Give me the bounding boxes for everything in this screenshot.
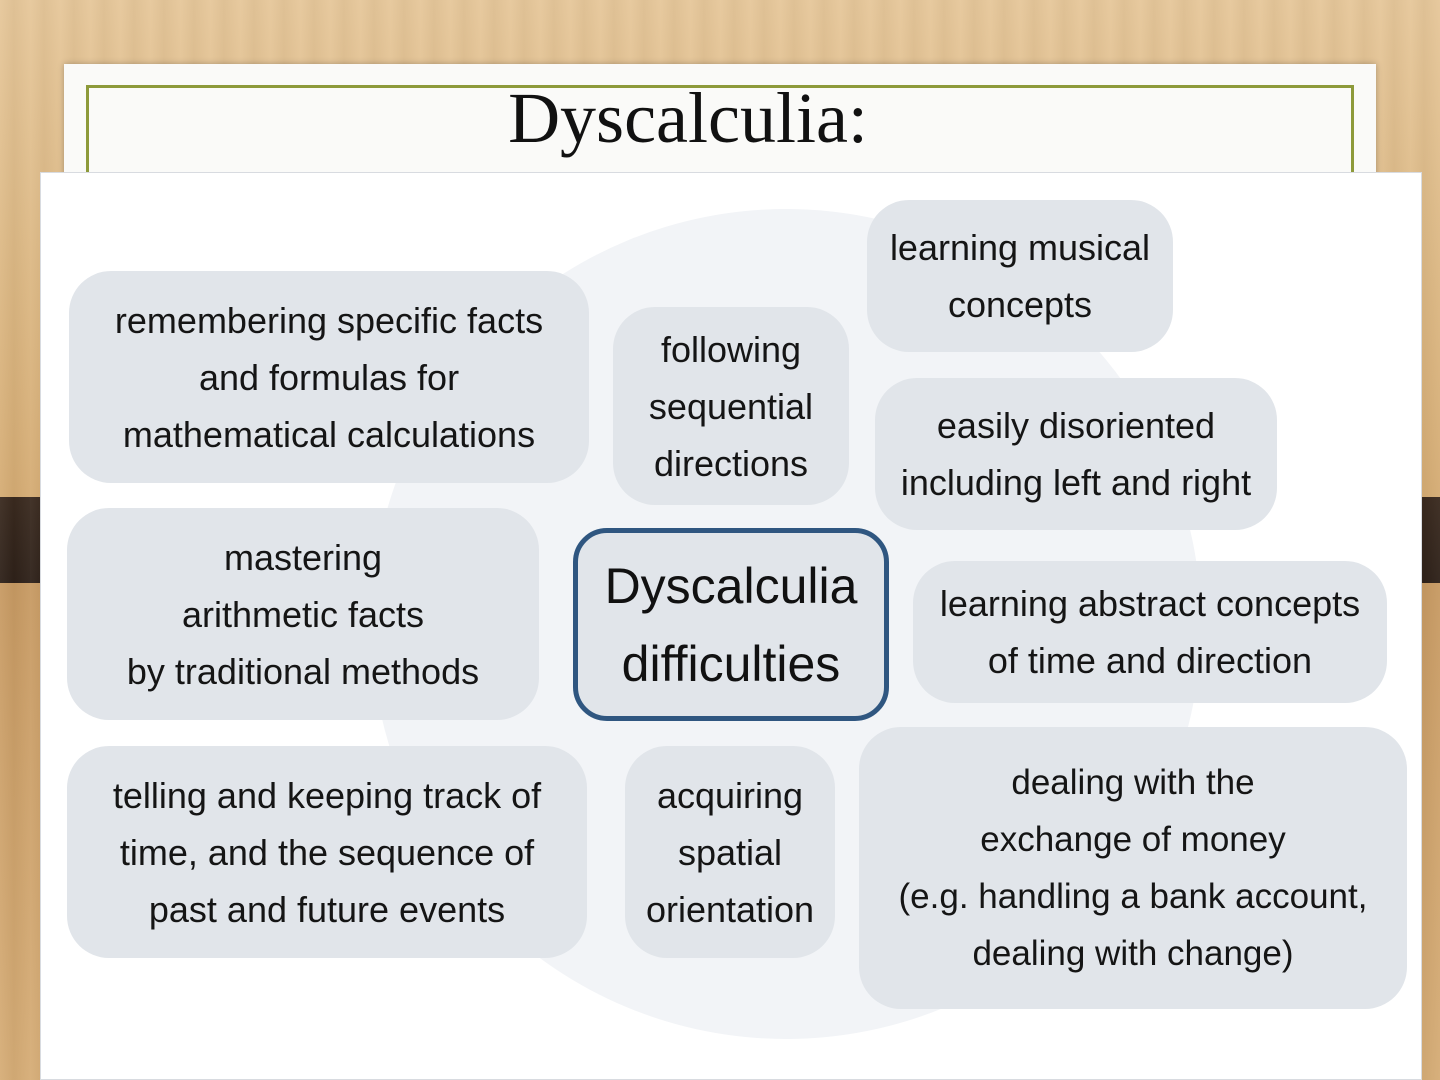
difficulties-diagram: remembering specific facts and formulas … [40, 172, 1422, 1080]
bubble-money-exchange: dealing with the exchange of money (e.g.… [859, 727, 1407, 1009]
bubble-disoriented: easily disoriented including left and ri… [875, 378, 1277, 530]
bubble-keeping-time: telling and keeping track of time, and t… [67, 746, 587, 958]
title-frame [86, 85, 1354, 185]
bubble-musical-concepts: learning musical concepts [867, 200, 1173, 352]
bubble-sequential-directions: following sequential directions [613, 307, 849, 505]
center-node: Dyscalculia difficulties [573, 528, 889, 721]
bubble-remembering-facts: remembering specific facts and formulas … [69, 271, 589, 483]
bubble-abstract-concepts: learning abstract concepts of time and d… [913, 561, 1387, 703]
bubble-spatial-orientation: acquiring spatial orientation [625, 746, 835, 958]
slide-title: Dyscalculia: [508, 78, 868, 158]
bubble-arithmetic-facts: mastering arithmetic facts by traditiona… [67, 508, 539, 720]
